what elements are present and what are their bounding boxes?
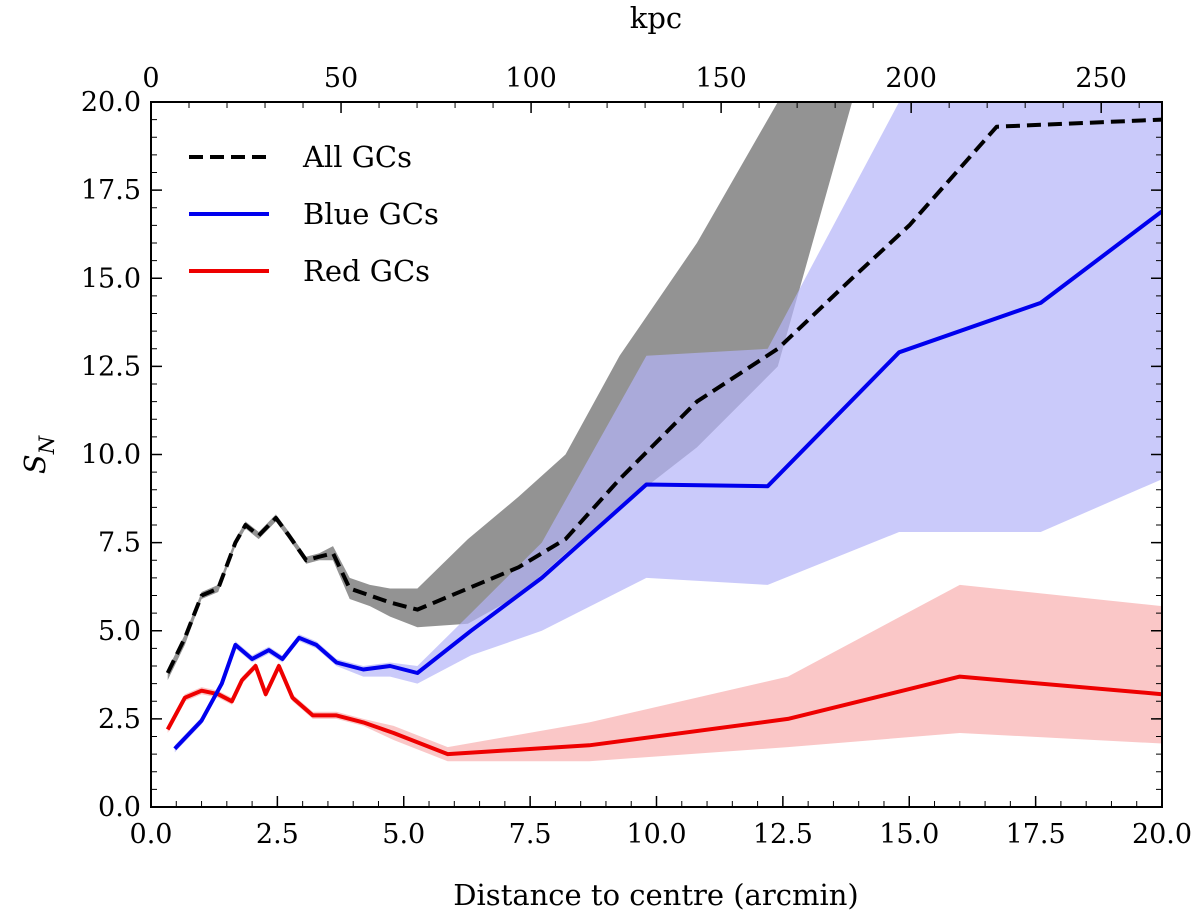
top-tick-label: 200 (885, 63, 937, 94)
y-tick-label: 0.0 (98, 792, 141, 823)
x-tick-label: 10.0 (626, 819, 686, 850)
line-all-gcs (165, 117, 1162, 674)
band-blue-gcs (174, 102, 1162, 753)
x-axis-label: Distance to centre (arcmin) (453, 878, 858, 912)
y-axis-label-subscript: N (35, 435, 59, 455)
y-tick-label: 20.0 (81, 87, 141, 118)
y-tick-label: 10.0 (81, 440, 141, 471)
legend-label: Blue GCs (303, 197, 439, 231)
y-axis-label: SN (18, 435, 59, 474)
x-tick-label: 15.0 (879, 819, 939, 850)
y-tick-label: 7.5 (98, 528, 141, 559)
x-tick-label: 12.5 (753, 819, 813, 850)
series-lines (165, 117, 1162, 757)
legend: All GCs Blue GCs Red GCs (189, 140, 439, 288)
y-tick-label: 15.0 (81, 263, 141, 294)
y-tick-label: 2.5 (98, 704, 141, 735)
x-tick-label: 20.0 (1132, 819, 1192, 850)
top-tick-label: 250 (1075, 63, 1127, 94)
top-tick-label: 150 (695, 63, 747, 94)
y-tick-label: 17.5 (81, 175, 141, 206)
y-tick-label: 5.0 (98, 616, 141, 647)
line-blue-gcs (173, 209, 1162, 751)
x-tick-label: 5.0 (382, 819, 425, 850)
x-tick-label: 2.5 (256, 819, 299, 850)
y-axis-label-main: S (18, 454, 52, 474)
x-tick-label: 0.0 (130, 819, 173, 850)
tick-labels: 0.0 2.5 5.0 7.5 10.0 12.5 15.0 17.5 20.0 0.0 2.5 5.… (81, 63, 1192, 850)
legend-label: All GCs (302, 140, 412, 174)
x-tick-label: 17.5 (1006, 819, 1066, 850)
top-tick-label: 50 (324, 63, 358, 94)
top-axis-label: kpc (630, 1, 682, 35)
legend-label: Red GCs (303, 254, 430, 288)
plot-frame (150, 101, 1163, 808)
top-tick-label: 0 (142, 63, 159, 94)
y-tick-label: 12.5 (81, 351, 141, 382)
band-red-gcs (167, 584, 1162, 762)
top-tick-label: 100 (505, 63, 557, 94)
x-tick-label: 7.5 (509, 819, 552, 850)
